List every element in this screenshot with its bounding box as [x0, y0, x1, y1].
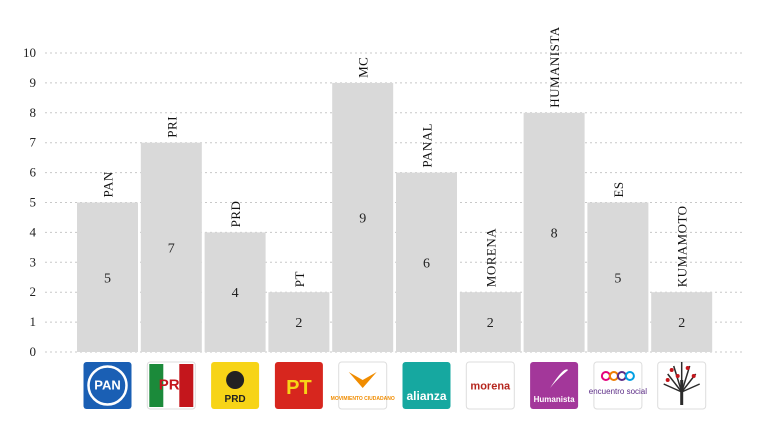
bar	[587, 202, 649, 352]
party-logos: PAN PRI PRD PT MOVIMIENTO CIUDADANO alianza mo…	[83, 361, 707, 410]
category-label: ES	[611, 181, 626, 197]
humanista-logo: Humanista	[530, 362, 579, 409]
pri-green-band	[149, 364, 164, 407]
morena-logo: morena	[465, 361, 515, 410]
category-label: PRI	[164, 116, 179, 138]
pri-red-band	[179, 364, 194, 407]
logo-text: Humanista	[534, 395, 575, 404]
bar	[459, 292, 521, 352]
logo-background	[465, 361, 515, 410]
tree-leaf	[675, 374, 680, 378]
bar-value-label: 2	[295, 316, 302, 331]
y-tick-label: 4	[30, 224, 37, 239]
y-tick-label: 6	[30, 165, 37, 180]
logo-text: PAN	[94, 378, 120, 393]
logo-background	[402, 362, 451, 409]
mc-eagle	[348, 372, 377, 388]
bar-value-label: 8	[551, 226, 558, 241]
logo-text: MOVIMIENTO CIUDADANO	[331, 396, 395, 402]
bar	[523, 112, 585, 352]
category-label: PANAL	[420, 123, 435, 168]
bar	[140, 142, 202, 352]
tree-leaf	[691, 374, 696, 378]
y-tick-label: 8	[30, 105, 37, 120]
y-tick-label: 10	[23, 45, 36, 60]
category-label: PRD	[228, 201, 243, 228]
es-logo: encuentro social	[589, 361, 647, 410]
y-tick-label: 9	[30, 75, 37, 90]
y-tick-label: 3	[30, 254, 37, 269]
tree-branch	[672, 365, 683, 393]
logo-text: PT	[286, 377, 312, 399]
category-label: KUMAMOTO	[675, 205, 690, 287]
bar-value-label: 4	[232, 286, 239, 301]
logo-background	[593, 361, 643, 410]
category-label: PT	[292, 271, 307, 287]
y-tick-label: 2	[30, 284, 37, 299]
logo-background	[274, 362, 323, 409]
pt-logo: PT	[274, 362, 323, 409]
logo-text: PRI	[159, 377, 184, 394]
logo-background	[530, 362, 579, 409]
logo-text: morena	[470, 381, 511, 393]
pri-logo: PRI	[146, 361, 196, 410]
kumamoto-logo	[657, 361, 707, 410]
logo-text: alianza	[406, 389, 446, 403]
humanista-bird	[550, 369, 569, 388]
y-axis-ticks: 0 1 2 3 4 5 6 7 8 9 10	[23, 45, 37, 359]
bar	[77, 202, 138, 352]
logo-text: PRD	[225, 394, 246, 405]
bar	[268, 292, 330, 352]
y-tick-label: 1	[30, 314, 37, 329]
tree-leaf	[685, 366, 690, 370]
category-label: PAN	[101, 171, 116, 197]
pan-logo: PAN	[83, 362, 132, 409]
bar	[651, 292, 713, 352]
prd-logo: PRD	[211, 362, 260, 409]
bar-value-label: 9	[359, 211, 366, 226]
prd-sun	[226, 371, 245, 389]
bar-value-label: 5	[614, 271, 621, 286]
bar-value-label: 5	[104, 271, 111, 286]
tree-leaf	[669, 368, 674, 372]
bar-value-label: 2	[678, 316, 685, 331]
bar	[332, 82, 394, 353]
category-label: MORENA	[483, 228, 498, 287]
bars: 5 PAN 7 PRI 4 PRD 2 PT 9 MC 6 PANAL 2 MORENA 8 HUMANIST…	[77, 26, 713, 353]
y-tick-label: 0	[30, 344, 37, 359]
tree-branch	[681, 383, 701, 393]
tree-leaf	[665, 378, 670, 382]
bar	[204, 232, 266, 352]
category-label: MC	[356, 57, 371, 78]
logo-text: encuentro social	[589, 387, 647, 396]
category-label: HUMANISTA	[547, 26, 562, 108]
pan-circle	[87, 365, 128, 406]
y-tick-label: 7	[30, 135, 37, 150]
y-tick-label: 5	[30, 195, 37, 210]
bar-value-label: 6	[423, 256, 430, 271]
bar	[396, 172, 457, 352]
bar-value-label: 2	[487, 316, 494, 331]
bar-value-label: 7	[168, 241, 175, 256]
tree-branch	[667, 373, 683, 393]
tree-branch	[663, 383, 683, 393]
mc-logo: MOVIMIENTO CIUDADANO	[331, 361, 395, 410]
panal-logo: alianza	[402, 362, 451, 409]
tree-branch	[680, 365, 691, 393]
es-ring	[624, 371, 635, 381]
logo-background	[83, 362, 132, 409]
